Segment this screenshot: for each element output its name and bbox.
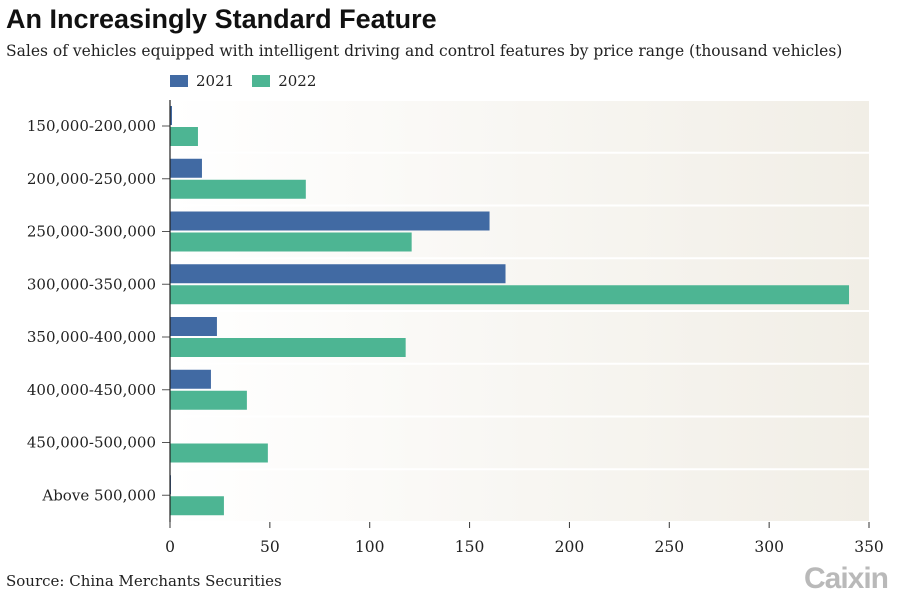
x-tick-label: 200 — [555, 538, 585, 556]
legend-swatch-2021 — [170, 75, 188, 87]
category-label: 450,000-500,000 — [27, 434, 156, 452]
bar-2022 — [170, 390, 247, 410]
bar-2022 — [170, 338, 406, 357]
legend-label-2021: 2021 — [196, 72, 235, 90]
category-label: 350,000-400,000 — [27, 328, 156, 346]
category-label: 250,000-300,000 — [27, 223, 156, 241]
category-label: 200,000-250,000 — [27, 170, 156, 188]
category-label: Above 500,000 — [41, 486, 156, 504]
x-tick-label: 150 — [455, 538, 485, 556]
x-tick-label: 350 — [854, 538, 884, 556]
category-label: 300,000-350,000 — [27, 275, 156, 293]
bar-2021 — [170, 211, 490, 231]
x-tick-label: 300 — [754, 538, 784, 556]
bar-2021 — [170, 158, 202, 178]
bar-2021 — [170, 106, 172, 125]
chart-subtitle: Sales of vehicles equipped with intellig… — [6, 42, 843, 60]
category-label: 400,000-450,000 — [27, 381, 156, 399]
bar-2022 — [170, 179, 306, 199]
x-tick-label: 250 — [654, 538, 684, 556]
bar-2022 — [170, 443, 268, 463]
chart-title: An Increasingly Standard Feature — [6, 4, 437, 34]
bar-2022 — [170, 127, 198, 146]
legend-swatch-2022 — [252, 75, 271, 87]
bar-2022 — [170, 232, 412, 252]
row-band — [170, 417, 869, 469]
row-band — [170, 470, 869, 521]
legend-item-2021: 2021 — [170, 72, 234, 90]
category-label: 150,000-200,000 — [27, 117, 156, 135]
row-band — [170, 364, 869, 416]
bar-2022 — [170, 285, 850, 305]
bar-2021 — [170, 369, 211, 389]
x-tick-label: 50 — [260, 538, 280, 556]
bar-2021 — [170, 317, 217, 336]
legend-item-2022: 2022 — [252, 72, 316, 90]
row-band — [170, 101, 869, 152]
x-tick-label: 0 — [165, 538, 175, 556]
bar-2022 — [170, 496, 224, 516]
caixin-logo: Caixin — [803, 562, 889, 595]
legend: 2021 2022 — [170, 72, 316, 90]
source-note: Source: China Merchants Securities — [6, 572, 282, 590]
legend-label-2022: 2022 — [278, 72, 317, 90]
bar-2021 — [170, 264, 506, 284]
x-tick-label: 100 — [355, 538, 385, 556]
